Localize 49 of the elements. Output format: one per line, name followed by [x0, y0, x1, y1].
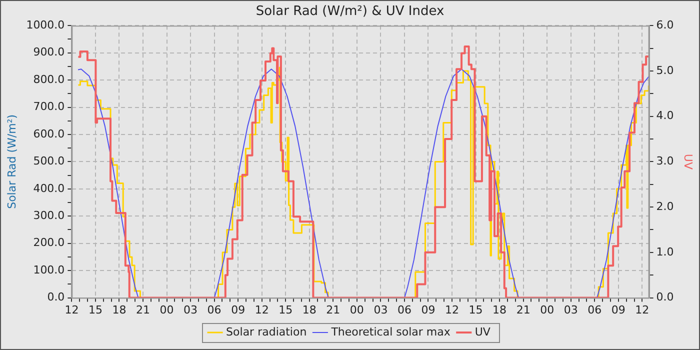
y-tick-label: 700.0	[33, 100, 65, 114]
y2-axis-title: UV	[682, 154, 695, 170]
x-tick-label: 21	[136, 303, 150, 316]
y2-tick-label: 1.0	[656, 245, 674, 258]
y-tick-label: 0.0	[47, 290, 65, 304]
y-tick-label: 1000.0	[26, 18, 65, 32]
x-tick-label: 12	[64, 303, 79, 316]
legend-label: UV	[474, 325, 491, 338]
chart-title: Solar Rad (W/m²) & UV Index	[256, 4, 444, 20]
y-tick-label: 500.0	[33, 154, 65, 168]
y2-tick-label: 3.0	[656, 154, 674, 168]
y2-tick-label: 5.0	[656, 64, 674, 77]
x-tick-label: 06	[588, 303, 602, 316]
y-tick-label: 300.0	[33, 209, 65, 222]
x-tick-label: 06	[207, 303, 222, 316]
x-tick-label: 21	[516, 303, 530, 316]
y2-tick-label: 6.0	[656, 18, 674, 32]
y-tick-label: 600.0	[33, 127, 65, 140]
y-tick-label: 800.0	[33, 72, 65, 86]
y-tick-label: 200.0	[33, 236, 65, 250]
y-tick-label: 100.0	[33, 263, 65, 276]
x-tick-label: 09	[231, 303, 246, 316]
x-tick-label: 00	[540, 303, 554, 316]
x-tick-label: 12	[635, 303, 650, 316]
x-tick-label: 03	[564, 303, 578, 316]
x-tick-label: 15	[88, 303, 102, 316]
x-tick-label: 18	[112, 303, 126, 316]
x-tick-label: 21	[326, 303, 340, 316]
x-tick-label: 09	[611, 303, 626, 316]
y2-tick-label: 0.0	[656, 290, 674, 304]
x-tick-label: 18	[492, 303, 507, 316]
y-tick-label: 900.0	[33, 46, 65, 59]
x-tick-label: 06	[397, 303, 412, 316]
x-tick-label: 12	[445, 303, 460, 316]
x-tick-label: 12	[254, 303, 269, 316]
x-tick-label: 03	[184, 303, 198, 316]
x-tick-label: 15	[278, 303, 293, 316]
x-tick-label: 00	[160, 303, 174, 316]
x-tick-label: 18	[302, 303, 316, 316]
x-tick-label: 00	[350, 303, 364, 316]
x-tick-label: 09	[421, 303, 436, 316]
y-axis-title: Solar Rad (W/m²)	[5, 114, 18, 209]
x-tick-label: 15	[468, 303, 483, 316]
legend-label: Solar radiation	[226, 325, 307, 338]
y2-tick-label: 4.0	[656, 109, 674, 122]
y2-tick-label: 2.0	[656, 200, 674, 213]
x-tick-label: 03	[374, 303, 388, 316]
y-tick-label: 400.0	[33, 182, 65, 195]
legend-label: Theoretical solar max	[330, 325, 451, 338]
